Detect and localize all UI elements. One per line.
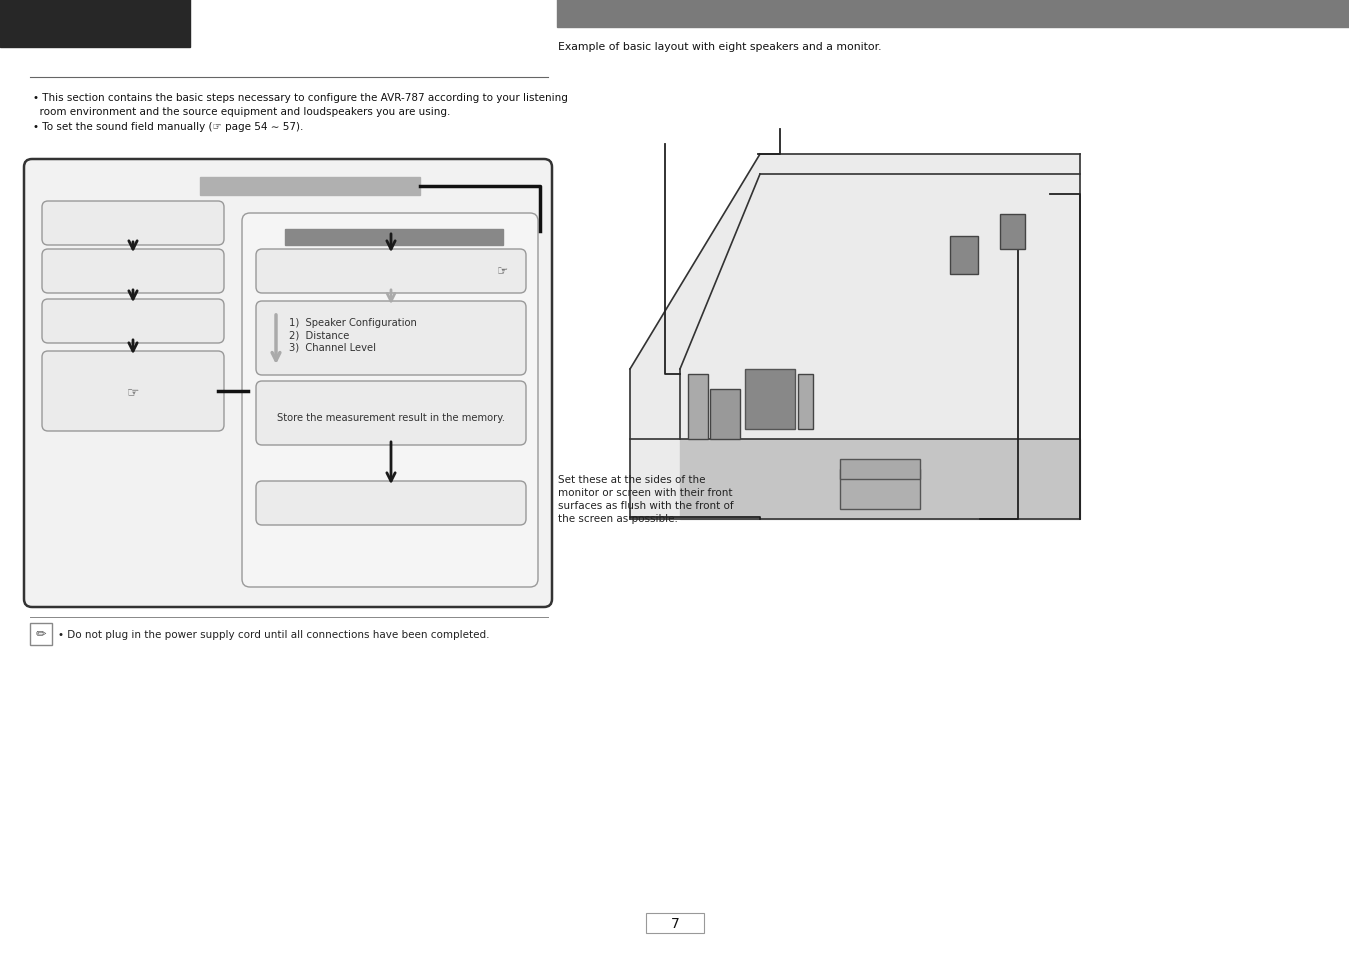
Text: • To set the sound field manually (☞ page 54 ∼ 57).: • To set the sound field manually (☞ pag… [32, 122, 304, 132]
Text: 2)  Distance: 2) Distance [289, 330, 349, 339]
Text: Store the measurement result in the memory.: Store the measurement result in the memo… [277, 413, 505, 422]
Bar [710, 390, 741, 439]
Polygon shape [680, 439, 1081, 519]
FancyBboxPatch shape [42, 202, 224, 246]
FancyBboxPatch shape [256, 250, 526, 294]
Text: monitor or screen with their front: monitor or screen with their front [558, 488, 733, 497]
Bar [799, 375, 813, 430]
Polygon shape [630, 154, 1081, 519]
Bar [745, 370, 795, 430]
FancyBboxPatch shape [24, 160, 552, 607]
Bar [840, 459, 920, 479]
FancyBboxPatch shape [256, 302, 526, 375]
FancyBboxPatch shape [256, 381, 526, 446]
Bar [557, 0, 1349, 28]
Bar [200, 178, 420, 195]
FancyBboxPatch shape [42, 250, 224, 294]
Text: room environment and the source equipment and loudspeakers you are using.: room environment and the source equipmen… [32, 107, 451, 117]
Bar [646, 913, 704, 933]
Text: surfaces as flush with the front of: surfaces as flush with the front of [558, 500, 734, 511]
Text: 7: 7 [670, 916, 680, 930]
Bar [950, 236, 978, 274]
Text: the screen as possible.: the screen as possible. [558, 514, 679, 523]
Bar [688, 375, 708, 439]
Bar [1000, 214, 1025, 250]
FancyBboxPatch shape [42, 299, 224, 344]
Bar [0, 0, 190, 48]
Text: 3)  Channel Level: 3) Channel Level [289, 341, 376, 352]
Text: 1)  Speaker Configuration: 1) Speaker Configuration [289, 317, 417, 328]
FancyBboxPatch shape [241, 213, 538, 587]
Bar [840, 470, 920, 510]
Bar [30, 623, 53, 645]
Text: ✏: ✏ [36, 628, 46, 640]
Text: ☞: ☞ [127, 385, 139, 398]
Text: ☞: ☞ [496, 265, 507, 278]
Bar [285, 230, 503, 246]
Text: Set these at the sides of the: Set these at the sides of the [558, 475, 706, 484]
FancyBboxPatch shape [256, 481, 526, 525]
Text: Example of basic layout with eight speakers and a monitor.: Example of basic layout with eight speak… [558, 42, 881, 52]
FancyBboxPatch shape [42, 352, 224, 432]
Text: • This section contains the basic steps necessary to configure the AVR-787 accor: • This section contains the basic steps … [32, 92, 568, 103]
Text: • Do not plug in the power supply cord until all connections have been completed: • Do not plug in the power supply cord u… [58, 629, 490, 639]
